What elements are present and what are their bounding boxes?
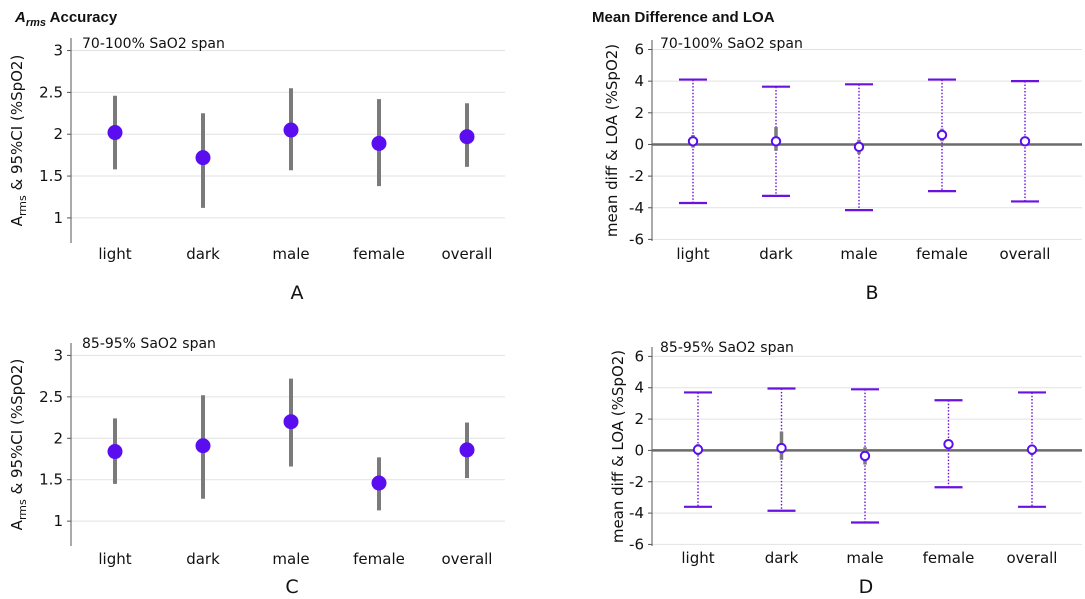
panel-label-b: B: [865, 282, 878, 304]
category-label: female: [923, 549, 975, 567]
y-axis-label: Arms & 95%CI (%SpO2): [8, 359, 29, 531]
y-tick-label: 1: [53, 512, 63, 530]
mean-marker: [692, 444, 704, 455]
y-tick-label: 4: [634, 379, 644, 397]
panel-c-chart: 1 1.5 2 2.5 3 85-95% SaO2 span Arms & 95%CI (%…: [8, 336, 505, 568]
y-tick-label: 3: [53, 42, 63, 60]
category-label: overall: [1000, 245, 1051, 263]
y-axis-label: mean diff & LOA (%SpO2): [603, 44, 621, 237]
category-label: dark: [765, 549, 799, 567]
y-tick-label: 2.5: [39, 83, 63, 101]
y-tick-label: 1.5: [39, 471, 63, 489]
mean-marker: [1019, 136, 1031, 147]
mean-marker: [770, 136, 782, 147]
category-label: overall: [442, 245, 493, 263]
category-label: overall: [1007, 549, 1058, 567]
y-tick-label: 6: [634, 347, 644, 365]
category-label: light: [98, 550, 131, 568]
y-tick-label: 4: [634, 72, 644, 90]
y-tick-label: 2: [53, 125, 63, 143]
y-tick-label: -6: [629, 535, 644, 553]
y-tick-label: -2: [629, 167, 644, 185]
arms-marker: [283, 414, 299, 430]
category-label: light: [98, 245, 131, 263]
y-axis-label-sub: rms: [16, 195, 29, 216]
span-label: 70-100% SaO2 span: [660, 36, 803, 52]
mean-marker: [859, 450, 871, 462]
y-axis-label-rest: & 95%CI (%SpO2): [8, 55, 26, 196]
category-label: dark: [186, 245, 220, 263]
arms-marker: [371, 475, 387, 491]
y-axis-label-main: A: [8, 215, 26, 226]
y-tick-label: 2.5: [39, 388, 63, 406]
y-tick-label: 0: [634, 135, 644, 153]
y-tick-label: 2: [634, 104, 644, 122]
category-label: male: [272, 245, 309, 263]
mean-marker: [776, 442, 787, 454]
category-label: dark: [186, 550, 220, 568]
arms-marker: [195, 150, 211, 166]
category-label: dark: [759, 245, 793, 263]
y-axis-label-rest: & 95%CI (%SpO2): [8, 359, 26, 500]
y-tick-label: -6: [629, 230, 644, 248]
left-title-main: A: [14, 9, 26, 26]
panel-label-a: A: [291, 282, 304, 304]
panel-label-c: C: [285, 576, 298, 598]
y-tick-label: 6: [634, 40, 644, 58]
arms-marker: [459, 129, 475, 145]
category-label: light: [681, 549, 714, 567]
y-tick-label: 1.5: [39, 167, 63, 185]
left-title-rest: Accuracy: [46, 9, 118, 26]
panel-label-d: D: [859, 576, 874, 598]
category-label: female: [916, 245, 968, 263]
y-tick-label: -4: [629, 504, 644, 522]
arms-marker: [283, 122, 299, 138]
mean-marker: [936, 129, 948, 141]
y-axis-label: mean diff & LOA (%SpO2): [609, 350, 627, 543]
right-section-title: Mean Difference and LOA: [592, 9, 775, 26]
arms-marker: [195, 438, 211, 454]
mean-marker: [943, 438, 954, 450]
category-label: male: [840, 245, 877, 263]
span-label: 70-100% SaO2 span: [82, 36, 225, 52]
arms-marker: [459, 442, 475, 458]
category-label: female: [353, 550, 405, 568]
arms-marker: [371, 135, 387, 151]
y-tick-label: 0: [634, 441, 644, 459]
y-tick-label: -2: [629, 473, 644, 491]
left-title-sub: rms: [26, 17, 46, 29]
mean-marker: [1026, 444, 1038, 455]
y-axis-label-sub: rms: [16, 499, 29, 520]
category-label: female: [353, 245, 405, 263]
span-label: 85-95% SaO2 span: [82, 336, 216, 352]
y-tick-label: -4: [629, 199, 644, 217]
arms-marker: [107, 125, 123, 141]
y-axis-label-main: A: [8, 519, 26, 530]
category-label: male: [272, 550, 309, 568]
category-label: overall: [442, 550, 493, 568]
panel-a-chart: 1 1.5 2 2.5 3 70-100% SaO2 span Arms & 95%CI (…: [8, 36, 505, 263]
y-tick-label: 3: [53, 346, 63, 364]
panel-b-chart: -6 -4 -2 0 2 4 6 70-100% SaO2 span mean diff & L…: [603, 36, 1082, 263]
span-label: 85-95% SaO2 span: [660, 340, 794, 356]
category-label: light: [676, 245, 709, 263]
panel-d-chart: -6 -4 -2 0 2 4 6 85-95% SaO2 span mean diff & LO…: [609, 340, 1082, 567]
arms-marker: [107, 444, 123, 460]
y-axis-label: Arms & 95%CI (%SpO2): [8, 55, 29, 227]
y-tick-label: 2: [53, 429, 63, 447]
mean-marker: [853, 141, 865, 153]
left-section-title: Arms Accuracy: [14, 9, 118, 29]
y-tick-label: 2: [634, 410, 644, 428]
mean-marker: [687, 136, 699, 147]
y-tick-label: 1: [53, 209, 63, 227]
category-label: male: [846, 549, 883, 567]
